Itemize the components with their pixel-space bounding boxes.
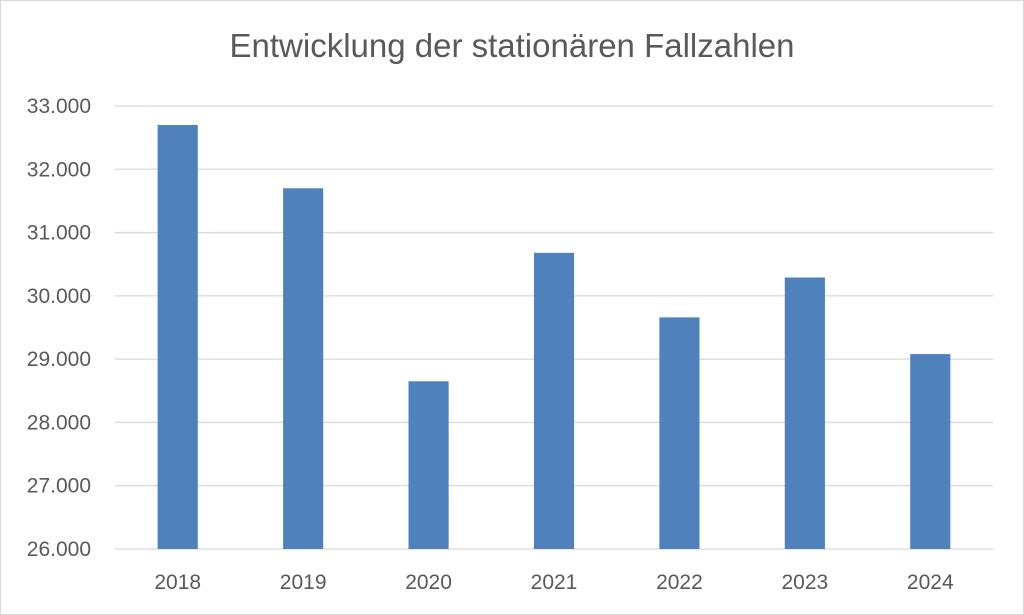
- y-tick-label: 30.000: [27, 285, 91, 308]
- x-tick-label: 2022: [656, 571, 703, 594]
- x-tick-label: 2020: [405, 571, 452, 594]
- y-tick-label: 27.000: [27, 475, 91, 498]
- y-tick-label: 33.000: [27, 95, 91, 118]
- x-tick-label: 2021: [531, 571, 578, 594]
- x-tick-label: 2018: [154, 571, 201, 594]
- y-tick-label: 31.000: [27, 222, 91, 245]
- bar-2019: [283, 188, 324, 549]
- x-tick-label: 2019: [280, 571, 327, 594]
- x-tick-label: 2023: [781, 571, 828, 594]
- bar-2023: [784, 277, 825, 549]
- y-tick-label: 26.000: [27, 538, 91, 561]
- x-tick-labels: 2018 2019 2020 2021 2022 2023 2024: [154, 571, 954, 594]
- bar-2024: [910, 354, 951, 549]
- y-tick-label: 29.000: [27, 348, 91, 371]
- y-tick-label: 28.000: [27, 411, 91, 434]
- bar-2021: [533, 252, 575, 549]
- y-tick-label: 32.000: [27, 158, 91, 181]
- y-tick-labels: 26.000 27.000 28.000 29.000 30.000 31.000 32.0…: [27, 95, 91, 561]
- x-tick-label: 2024: [907, 571, 954, 594]
- bars: [157, 124, 951, 549]
- chart-title: Entwicklung der stationären Fallzahlen: [229, 27, 795, 64]
- bar-2018: [157, 124, 198, 549]
- bar-2020: [408, 381, 449, 549]
- bar-2022: [659, 317, 700, 549]
